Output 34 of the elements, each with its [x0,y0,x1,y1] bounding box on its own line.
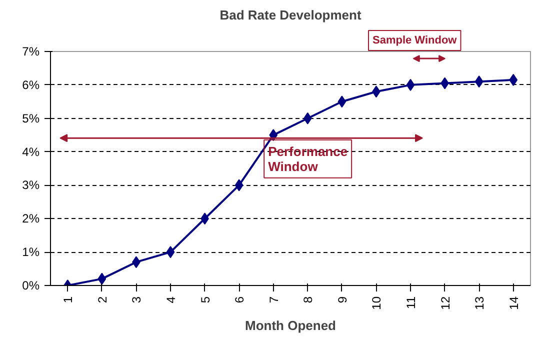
chart-title: Bad Rate Development [220,8,362,22]
x-tick-label: 8 [301,296,316,304]
point [98,272,106,285]
x-tick-label: 9 [335,296,350,304]
y-tick-label: 7% [22,44,40,58]
y-tick-label: 0% [22,278,40,292]
text: Sample Window [372,34,458,46]
x-tick-label: 6 [232,296,247,304]
point [509,74,518,86]
x-tick-label: 4 [164,296,178,304]
x-tick-label: 10 [370,296,384,310]
annotation: Performance Window [268,144,348,174]
x-axis-title: Month Opened [245,318,336,333]
point [338,96,346,108]
x-tick-label: 12 [438,296,452,310]
point [474,76,484,88]
y-tick-label: 6% [22,78,40,92]
x-tick-label: 14 [506,296,521,310]
y-tick-label: 1% [22,245,40,260]
point [303,112,312,124]
y-tick-label: 4% [22,144,40,159]
y-tick-label: 2% [22,212,40,226]
x-tick-label: 11 [404,296,418,309]
y-tick-label: 3% [22,178,40,192]
x-tick-label: 13 [472,296,487,310]
x-tick-label: 2 [95,296,110,304]
y-tick-label: 5% [22,111,40,126]
point [406,78,415,91]
point [166,246,175,258]
x-tick-label: 7 [266,296,281,304]
x-tick-label: 1 [61,296,76,304]
point [234,179,244,192]
x-tick-label: 3 [130,296,144,304]
x-tick-label: 5 [198,296,212,304]
